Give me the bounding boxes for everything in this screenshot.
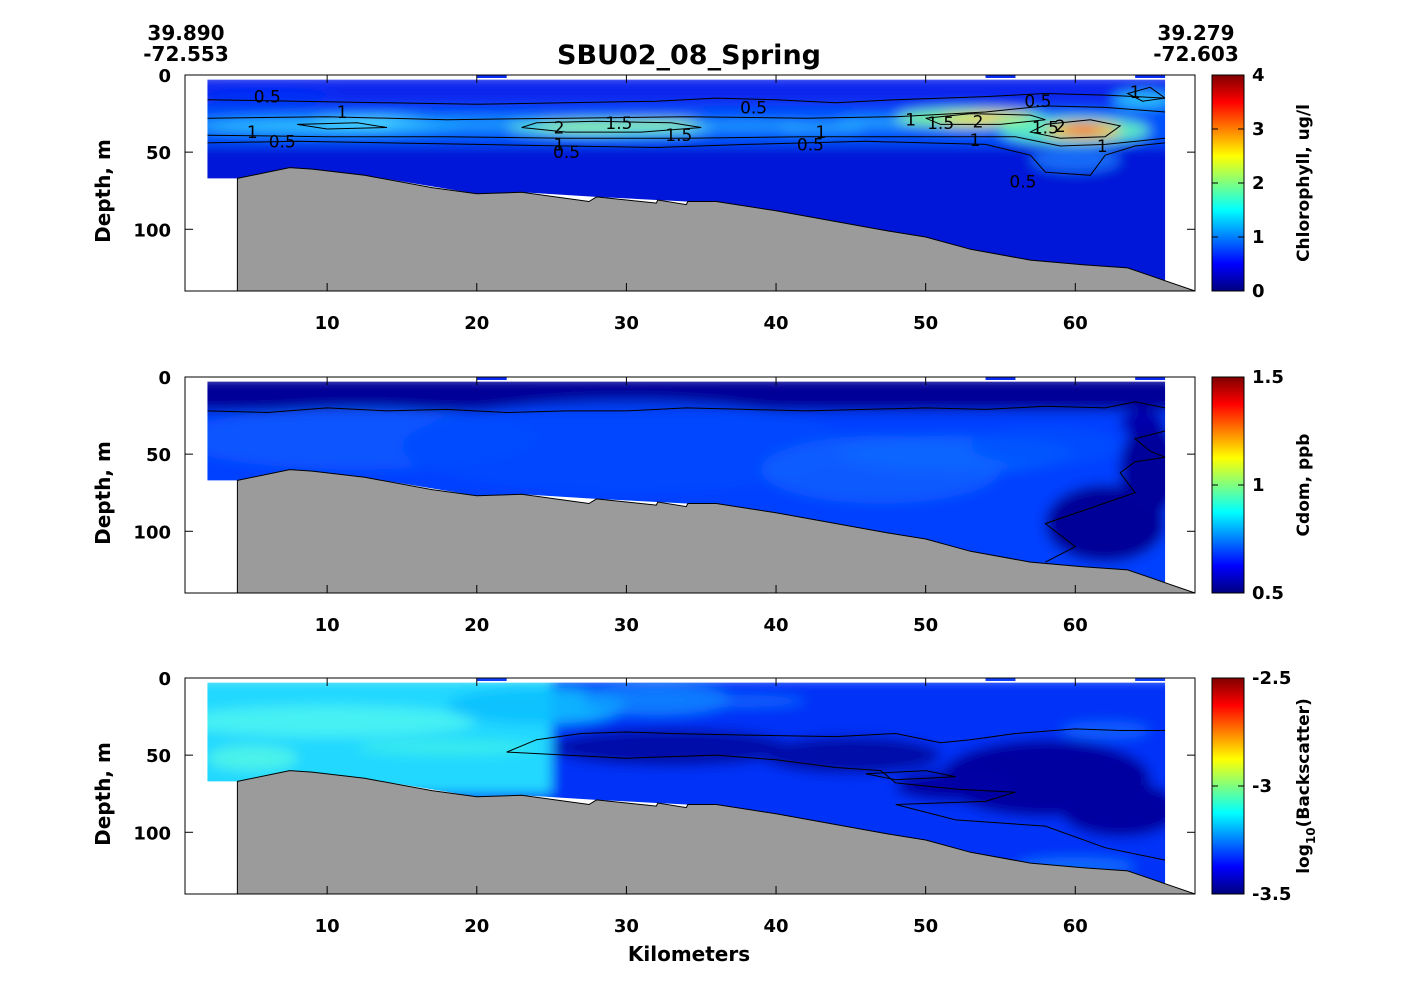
- x-tick-label: 30: [614, 615, 639, 636]
- end-latitude: 39.279: [1157, 21, 1234, 45]
- x-tick-label: 30: [614, 916, 639, 937]
- contour-label: 1.5: [927, 114, 954, 134]
- x-tick-label: 40: [764, 313, 789, 334]
- colorbar-tick-label: 3: [1252, 119, 1265, 140]
- colorbar-tick-label: -2.5: [1252, 668, 1291, 689]
- contour-label: 0.5: [269, 132, 296, 152]
- contour-label: 1: [554, 135, 565, 155]
- x-tick-label: 60: [1063, 615, 1088, 636]
- bathymetry: [236, 167, 1196, 292]
- colorbar-tick-label: 1: [1252, 475, 1265, 496]
- contour-label: 0.5: [797, 135, 824, 155]
- contour-label: 1.5: [665, 126, 692, 146]
- x-tick-label: 60: [1063, 313, 1088, 334]
- colorbar-tick-label: -3: [1252, 776, 1272, 797]
- x-tick-label: 20: [464, 615, 489, 636]
- backscatter-contours: [506, 728, 1166, 861]
- profile-top-mark: [476, 75, 507, 78]
- x-tick-label: 10: [315, 615, 340, 636]
- start-longitude: -72.553: [143, 42, 228, 66]
- start-latitude: 39.890: [147, 21, 224, 45]
- x-tick-label: 60: [1063, 916, 1088, 937]
- y-tick-label: 0: [158, 368, 171, 389]
- colorbar-label: log10(Backscatter): [1294, 698, 1318, 874]
- contour-label: 0.5: [1009, 172, 1036, 192]
- colorbar-tick-label: 0: [1252, 281, 1265, 302]
- chlorophyll-field: [207, 79, 1166, 284]
- x-tick-label: 10: [315, 916, 340, 937]
- y-tick-label: 0: [158, 669, 171, 690]
- colorbar-tick-label: 1: [1252, 227, 1265, 248]
- contour-label: 2: [973, 112, 984, 132]
- y-tick-label: 0: [158, 66, 171, 87]
- profile-top-mark: [985, 377, 1016, 380]
- y-tick-label: 50: [146, 746, 171, 767]
- contour-label: 0.5: [1024, 92, 1051, 112]
- y-axis-label: Depth, m: [91, 742, 115, 846]
- profile-top-mark: [1135, 678, 1166, 681]
- profile-top-mark: [985, 75, 1016, 78]
- x-tick-label: 20: [464, 313, 489, 334]
- profile-top-mark: [476, 377, 507, 380]
- bathymetry: [236, 770, 1196, 895]
- profile-top-mark: [985, 678, 1016, 681]
- x-axis-label: Kilometers: [628, 942, 750, 966]
- contour-label: 1: [970, 131, 981, 151]
- colorbar-tick-label: 2: [1252, 173, 1265, 194]
- x-tick-label: 20: [464, 916, 489, 937]
- colorbar-tick-label: 1.5: [1252, 367, 1284, 388]
- contour-label: 0.5: [254, 88, 281, 108]
- colorbar-tick-label: 0.5: [1252, 583, 1284, 604]
- axes-box: [184, 677, 1196, 895]
- x-tick-label: 10: [315, 313, 340, 334]
- axes-box: [184, 74, 1196, 292]
- chlorophyll-contours: [207, 86, 1166, 176]
- y-tick-label: 50: [146, 445, 171, 466]
- x-tick-label: 40: [764, 615, 789, 636]
- bathymetry: [236, 469, 1196, 594]
- chlorophyll-panel: 0.511 0.52 1.51.510.50.510.51 1.5 210.51.521…: [91, 65, 1314, 334]
- profile-top-mark: [476, 678, 507, 681]
- contour-label: 1: [816, 123, 827, 143]
- x-tick-label: 40: [764, 916, 789, 937]
- y-axis-label: Depth, m: [91, 139, 115, 243]
- contour-label: 2: [554, 118, 565, 138]
- contour-label: 1.5: [605, 114, 632, 134]
- axes-box: [184, 376, 1196, 594]
- colorbar-label: Chlorophyll, ug/l: [1294, 104, 1314, 262]
- cdom-panel: 10 20 30 40 50 60 0 50 100 Depth, m 0.5 1 1.5 Cdom, p…: [91, 367, 1314, 636]
- contour-label: 1: [1130, 83, 1141, 103]
- y-tick-label: 50: [146, 143, 171, 164]
- colorbar-tick-label: -3.5: [1252, 884, 1291, 905]
- contour-label: 0.5: [553, 143, 580, 163]
- end-longitude: -72.603: [1153, 42, 1238, 66]
- contour-label: 1: [337, 103, 348, 123]
- x-tick-label: 50: [913, 916, 938, 937]
- y-tick-label: 100: [133, 220, 171, 241]
- y-tick-label: 100: [133, 823, 171, 844]
- contour-label: 1: [905, 111, 916, 131]
- x-tick-label: 30: [614, 313, 639, 334]
- contour-label: 0.5: [740, 98, 767, 118]
- contour-label: 1: [247, 123, 258, 143]
- x-tick-label: 50: [913, 615, 938, 636]
- contour-label: 1.5: [1032, 118, 1059, 138]
- backscatter-panel: 10 20 30 40 50 60 0 50 100 Depth, m -3.5 -3 -2.5log1…: [91, 668, 1318, 937]
- colorbar-label: Cdom, ppb: [1294, 434, 1314, 537]
- y-tick-label: 100: [133, 522, 171, 543]
- x-tick-label: 50: [913, 313, 938, 334]
- contour-label: 1: [1097, 137, 1108, 157]
- contour-label: 2: [1055, 117, 1066, 137]
- figure-title: SBU02_08_Spring: [557, 40, 821, 71]
- cdom-contours: [207, 401, 1166, 563]
- y-axis-label: Depth, m: [91, 441, 115, 545]
- colorbar-tick-label: 4: [1252, 65, 1265, 86]
- panels: 0.511 0.52 1.51.510.50.510.51 1.5 210.51.521…: [91, 65, 1318, 937]
- profile-top-mark: [1135, 75, 1166, 78]
- profile-top-mark: [1135, 377, 1166, 380]
